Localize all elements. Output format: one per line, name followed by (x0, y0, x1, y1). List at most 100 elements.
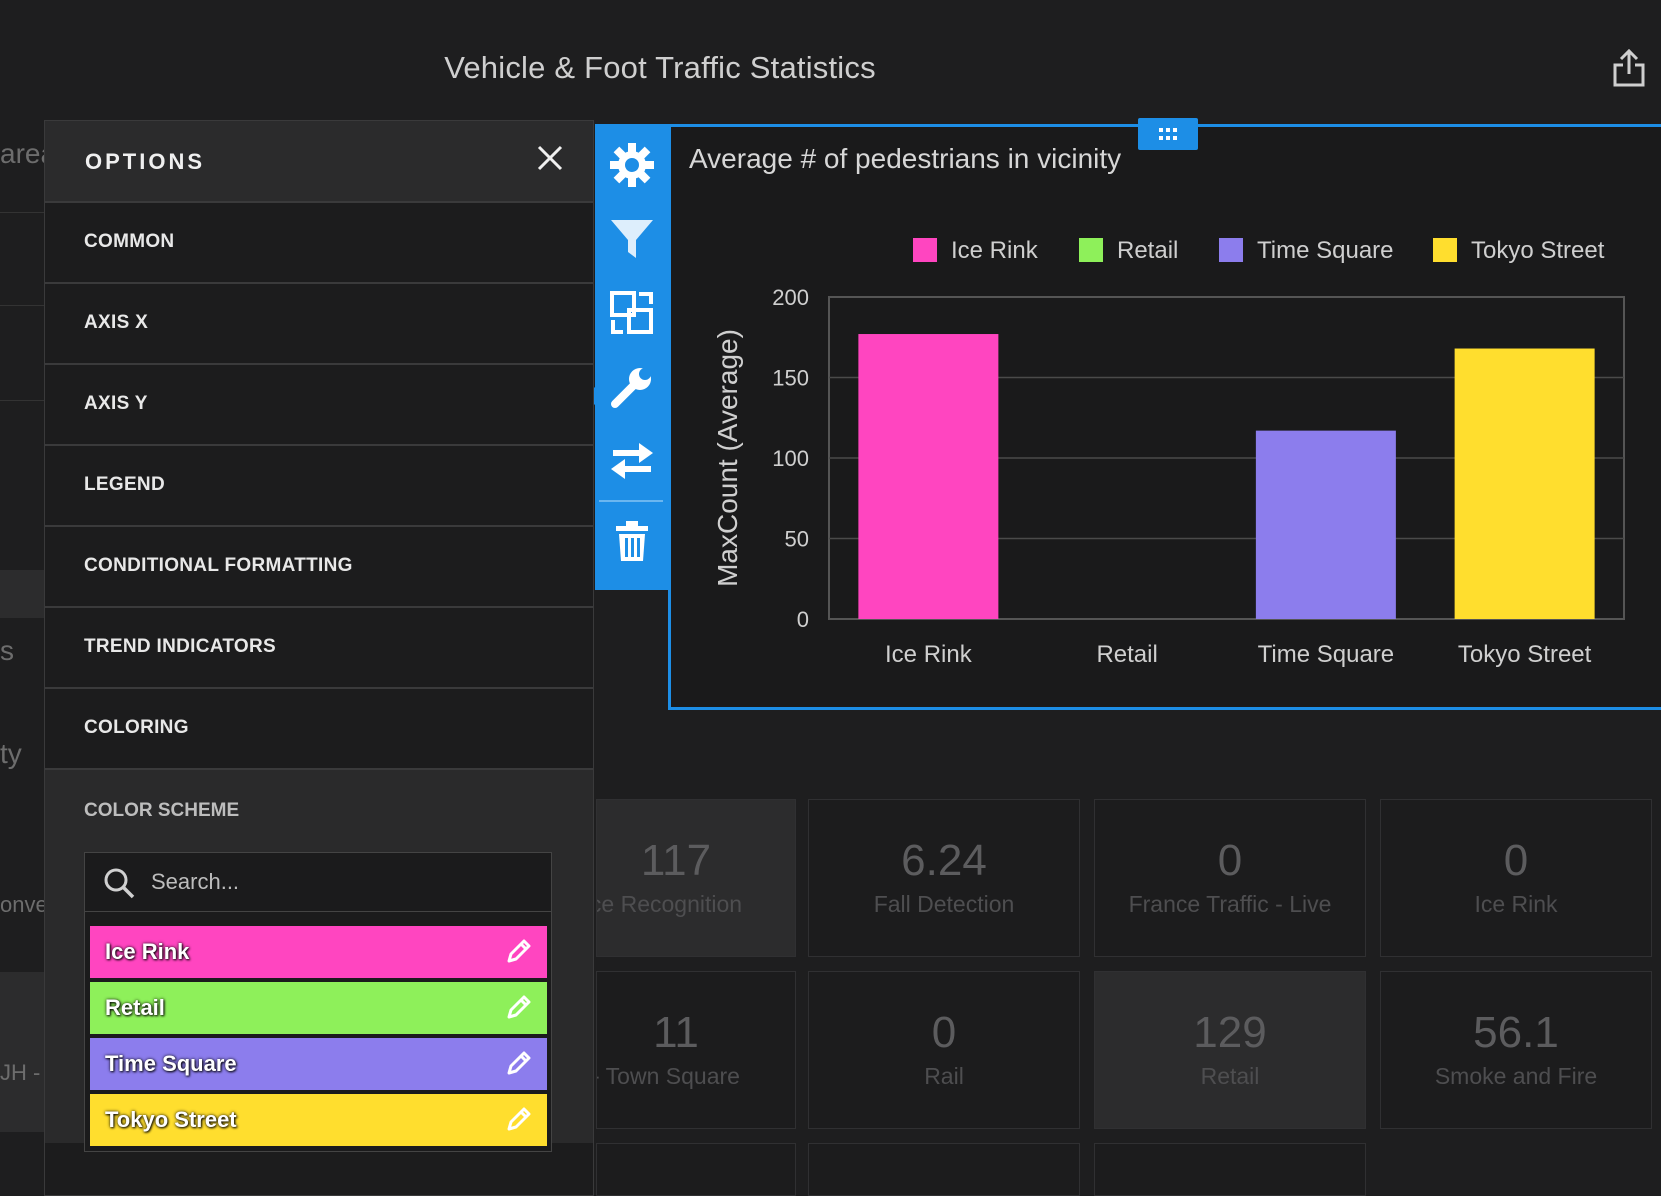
x-tick-label: Tokyo Street (1458, 641, 1592, 668)
stat-label: Rail (924, 1063, 964, 1089)
stat-value: 11 (653, 1008, 699, 1057)
stat-tile[interactable] (808, 1143, 1080, 1196)
color-row[interactable]: Time Square (90, 1038, 547, 1090)
stat-value: 0 (931, 1008, 957, 1057)
color-row-label: Retail (105, 995, 165, 1020)
strip-text: JH - (0, 1060, 41, 1085)
stat-tile[interactable]: 6.24 Fall Detection (808, 799, 1080, 957)
trash-icon[interactable] (605, 514, 659, 568)
bar-chart: 0 50 100 150 200 MaxCount (Average) Ice Rink Re… (712, 237, 1625, 668)
share-icon[interactable] (1611, 48, 1647, 88)
stat-tile[interactable]: 11 - Town Square (596, 971, 796, 1129)
search-row (85, 853, 551, 912)
drag-handle[interactable] (1138, 118, 1198, 150)
option-label: LEGEND (84, 474, 165, 495)
option-label: COMMON (84, 231, 175, 252)
bar-ice-rink (858, 334, 999, 619)
strip-text: ty (0, 738, 22, 769)
stat-label: Fall Detection (873, 891, 1015, 917)
pencil-icon[interactable] (503, 1105, 533, 1135)
stat-value: 0 (1503, 836, 1529, 885)
legend-swatch (913, 238, 937, 262)
legend-label: Ice Rink (951, 237, 1039, 264)
gear-icon[interactable] (605, 138, 659, 192)
chart-widget[interactable]: Average # of pedestrians in vicinity 0 50… (668, 124, 1661, 710)
stat-tile[interactable]: 56.1 Smoke and Fire (1380, 971, 1652, 1129)
color-scheme-section: COLOR SCHEME Ice Rink Retail Time Square To… (45, 770, 593, 1152)
x-tick-label: Ice Rink (885, 641, 973, 668)
grip-icon (1159, 128, 1177, 140)
color-scheme-label: COLOR SCHEME (84, 800, 240, 821)
swap-icon[interactable] (605, 434, 659, 488)
pencil-icon[interactable] (503, 1049, 533, 1079)
legend-swatch (1219, 238, 1243, 262)
y-axis-label: MaxCount (Average) (712, 329, 743, 587)
y-tick-label: 200 (772, 285, 809, 310)
option-label: CONDITIONAL FORMATTING (84, 555, 353, 576)
options-title: OPTIONS (85, 149, 206, 174)
option-label: AXIS Y (84, 393, 148, 414)
stat-value: 56.1 (1473, 1008, 1559, 1057)
stat-value: 129 (1193, 1008, 1267, 1057)
color-row-label: Time Square (105, 1051, 237, 1076)
option-label: COLORING (84, 717, 189, 738)
wrench-icon[interactable] (605, 360, 659, 414)
color-row[interactable]: Retail (90, 982, 547, 1034)
options-panel: OPTIONS COMMON AXIS X AXIS Y LEGEND COND… (44, 120, 594, 1196)
background-dashboard-left: area s ty onve JH - (0, 120, 44, 1196)
stat-tile[interactable]: 0 France Traffic - Live (1094, 799, 1366, 957)
close-icon[interactable] (535, 143, 565, 173)
option-legend[interactable]: LEGEND (45, 446, 593, 527)
page-title: Vehicle & Foot Traffic Statistics (444, 50, 876, 85)
stat-tile[interactable] (596, 1143, 796, 1196)
option-common[interactable]: COMMON (45, 203, 593, 284)
stat-tile[interactable]: 0 Ice Rink (1380, 799, 1652, 957)
color-row[interactable]: Tokyo Street (90, 1094, 547, 1146)
legend-label: Retail (1117, 237, 1178, 264)
stat-label: Retail (1200, 1063, 1260, 1089)
stat-value: 117 (640, 836, 712, 885)
option-coloring[interactable]: COLORING (45, 689, 593, 770)
y-tick-label: 100 (772, 446, 809, 471)
option-conditional-formatting[interactable]: CONDITIONAL FORMATTING (45, 527, 593, 608)
stat-value: 0 (1217, 836, 1243, 885)
y-tick-label: 150 (772, 366, 809, 391)
stat-tile[interactable]: 117 ce Recognition (596, 799, 796, 957)
widget-title: Average # of pedestrians in vicinity (689, 143, 1122, 174)
bar-time-square (1255, 430, 1396, 619)
legend-swatch (1433, 238, 1457, 262)
search-icon (104, 868, 135, 899)
legend-label: Time Square (1257, 237, 1394, 264)
x-tick-label: Time Square (1258, 641, 1395, 668)
search-input[interactable] (149, 863, 533, 901)
option-axis-x[interactable]: AXIS X (45, 284, 593, 365)
stat-tile[interactable]: 0 Rail (808, 971, 1080, 1129)
y-tick-label: 50 (785, 527, 809, 552)
strip-text: onve (0, 892, 44, 917)
pencil-icon[interactable] (503, 993, 533, 1023)
legend-label: Tokyo Street (1471, 237, 1605, 264)
option-label: TREND INDICATORS (84, 636, 276, 657)
stat-label: Ice Rink (1474, 891, 1558, 917)
color-row[interactable]: Ice Rink (90, 926, 547, 978)
strip-text: s (0, 635, 14, 666)
option-axis-y[interactable]: AXIS Y (45, 365, 593, 446)
option-trend-indicators[interactable]: TREND INDICATORS (45, 608, 593, 689)
stat-tile[interactable] (1094, 1143, 1366, 1196)
pencil-icon[interactable] (503, 937, 533, 967)
color-row-label: Ice Rink (105, 939, 190, 964)
stat-value: 6.24 (901, 836, 987, 885)
stat-tile[interactable]: 129 Retail (1094, 971, 1366, 1129)
color-row-label: Tokyo Street (105, 1107, 237, 1132)
stat-label: Smoke and Fire (1434, 1063, 1598, 1089)
widget-toolbar (595, 124, 670, 590)
bar-tokyo-street (1454, 348, 1595, 619)
strip-text: area (0, 138, 44, 169)
stat-label: - Town Square (596, 1063, 740, 1089)
options-header: OPTIONS (45, 121, 593, 203)
x-tick-label: Retail (1096, 641, 1157, 668)
stat-label: ce Recognition (596, 891, 743, 917)
filter-icon[interactable] (605, 212, 659, 266)
resize-icon[interactable] (605, 286, 659, 340)
stat-label: France Traffic - Live (1128, 891, 1332, 917)
